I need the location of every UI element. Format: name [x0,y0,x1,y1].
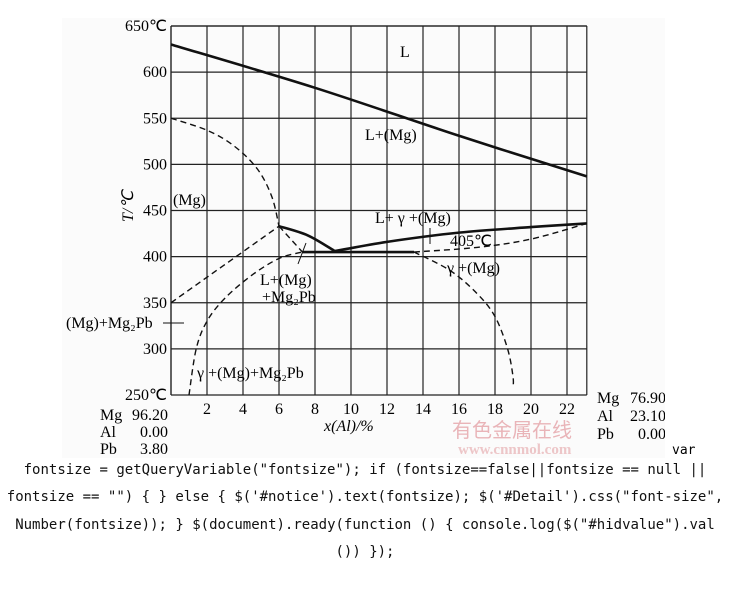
region-label-eutectic-temp: 405℃ [450,233,492,250]
y-tick-label: 450 [143,203,167,220]
code-text-var: var [672,443,696,458]
region-label-l-gamma-mg: L+ γ +(Mg) [375,210,451,227]
code-line-3: Number(fontsize)); } $(document).ready(f… [15,517,715,533]
right-composition-value: 0.00 [638,426,665,443]
region-label-l-mg-mg2pb-2: +Mg₂Pb [262,289,316,306]
y-tick-label: 650℃ [125,18,167,35]
y-tick-label: 350 [143,295,167,312]
left-composition-element: Al [100,424,117,441]
phase-diagram-svg: 650℃ 600 550 500 450 400 350 300 250℃ 2 4 6 8 10 12 14 1… [66,18,665,458]
y-tick-label: 500 [143,156,167,173]
y-axis-label: T/℃ [120,189,137,222]
region-label-gamma-mg: γ +(Mg) [446,260,500,277]
x-tick-label: 4 [239,401,247,418]
right-composition-element: Mg [597,390,619,407]
phase-diagram-figure: 650℃ 600 550 500 450 400 350 300 250℃ 2 4 6 8 10 12 14 1… [62,18,665,458]
left-composition-value: 0.00 [140,424,168,441]
y-tick-label: 600 [143,64,167,81]
right-composition-value: 23.10 [630,408,665,425]
left-composition-value: 3.80 [140,441,168,458]
left-composition-element: Pb [100,441,117,458]
phase-boundary-solid [170,43,588,178]
x-tick-label: 18 [487,401,503,418]
region-label-gamma-mg-mg2pb: γ +(Mg)+Mg₂Pb [196,365,304,382]
x-tick-label: 16 [451,401,467,418]
right-composition-value: 76.90 [630,390,665,407]
region-label-l-mg-mg2pb-1: L+(Mg) [260,272,312,289]
code-line-1: fontsize = getQueryVariable("fontsize");… [23,462,707,478]
phase-boundary-solid [278,224,336,253]
x-tick-label: 6 [275,401,283,418]
watermark-url: www.cnnmol.com [458,442,572,458]
phase-boundary-dashed [170,117,280,227]
y-tick-label: 400 [143,249,167,266]
phase-boundary-solid [334,222,587,253]
x-tick-label: 8 [311,401,319,418]
x-axis-label: x(Al)/% [323,418,374,435]
region-label-mg-mg2pb: (Mg)+Mg₂Pb [66,315,153,332]
region-label-l-mg: L+(Mg) [365,127,417,144]
x-tick-label: 10 [343,401,359,418]
x-tick-label: 22 [559,401,575,418]
y-tick-label: 300 [143,341,167,358]
region-label-mg: (Mg) [173,192,206,209]
phase-boundary-dashed [170,225,280,304]
leader-line [297,242,307,265]
x-tick-label: 12 [379,401,395,418]
code-line-2: fontsize == "") { } else { $('#notice').… [6,489,724,505]
phase-boundary-dashed [188,251,303,396]
phase-boundary-dashed [413,222,587,253]
region-label-liquid: L [400,44,410,61]
y-tick-label: 550 [143,110,167,127]
right-composition-element: Al [597,408,614,425]
x-tick-label: 2 [203,401,211,418]
code-line-4: ()) }); [335,544,395,560]
phase-boundary-dashed [413,251,515,388]
left-composition-element: Mg [100,407,122,424]
phase-boundary-dashed [278,225,303,253]
watermark-text: 有色金属在线 [452,418,572,442]
x-tick-label: 14 [415,401,431,418]
right-composition-element: Pb [597,426,614,443]
y-tick-label: 250℃ [125,387,167,404]
x-tick-label: 20 [523,401,539,418]
left-composition-value: 96.20 [132,407,168,424]
